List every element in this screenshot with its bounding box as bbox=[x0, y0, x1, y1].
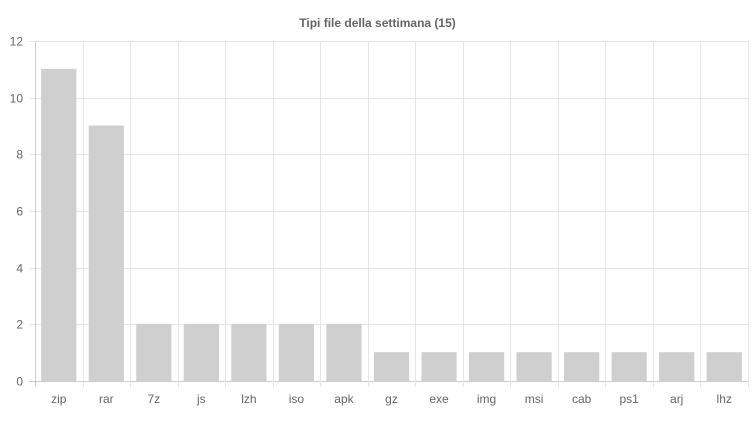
x-tick-label: 7z bbox=[147, 392, 160, 406]
bar-lhz bbox=[706, 352, 742, 382]
bar-ps1 bbox=[611, 352, 647, 382]
bars bbox=[41, 68, 742, 382]
bar-apk bbox=[326, 323, 362, 382]
bar-7z bbox=[136, 323, 172, 382]
bar-lzh bbox=[231, 323, 267, 382]
x-tick-label: iso bbox=[289, 392, 305, 406]
x-tick-label: msi bbox=[525, 392, 544, 406]
x-tick-label: exe bbox=[429, 392, 449, 406]
x-tick-label: img bbox=[477, 392, 496, 406]
x-tick-label: rar bbox=[99, 392, 114, 406]
y-tick-label: 0 bbox=[16, 375, 23, 389]
y-tick-label: 4 bbox=[16, 262, 23, 276]
y-tick-label: 8 bbox=[16, 148, 23, 162]
y-tick-label: 6 bbox=[16, 205, 23, 219]
bar-iso bbox=[278, 323, 315, 382]
bar-rar bbox=[88, 125, 124, 382]
y-axis-ticks: 0 2 4 6 8 10 12 bbox=[10, 35, 24, 389]
x-tick-label: lzh bbox=[241, 392, 256, 406]
x-tick-label: cab bbox=[572, 392, 592, 406]
grid-lines bbox=[29, 41, 749, 387]
y-tick-label: 10 bbox=[10, 92, 24, 106]
y-tick-label: 2 bbox=[16, 318, 23, 332]
x-tick-label: gz bbox=[385, 392, 398, 406]
bar-zip bbox=[41, 68, 77, 382]
bar-js bbox=[183, 323, 219, 382]
x-tick-label: ps1 bbox=[619, 392, 639, 406]
bar-exe bbox=[421, 352, 457, 382]
bar-arj bbox=[659, 352, 695, 382]
bar-cab bbox=[564, 352, 600, 382]
x-tick-label: arj bbox=[670, 392, 683, 406]
x-tick-label: apk bbox=[334, 392, 354, 406]
x-tick-label: zip bbox=[51, 392, 67, 406]
bar-gz bbox=[373, 352, 410, 382]
chart-title: Tipi file della settimana (15) bbox=[299, 16, 456, 30]
x-tick-label: js bbox=[196, 392, 206, 406]
bar-img bbox=[468, 352, 505, 382]
x-axis-ticks: zip rar 7z js lzh iso apk gz exe img msi cab ps1 arj l… bbox=[51, 392, 732, 406]
x-tick-label: lhz bbox=[717, 392, 732, 406]
y-tick-label: 12 bbox=[10, 35, 24, 49]
bar-msi bbox=[516, 352, 552, 382]
